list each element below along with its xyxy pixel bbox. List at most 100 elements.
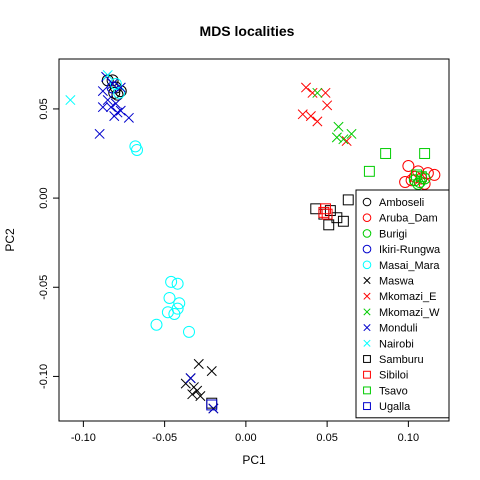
- data-point: [105, 102, 117, 113]
- data-point: [305, 111, 316, 122]
- data-point: [106, 74, 119, 87]
- series-sibiloi: [318, 203, 333, 220]
- series-tsavo: [363, 148, 431, 183]
- chart-title: MDS localities: [200, 23, 295, 39]
- data-point: [165, 275, 178, 288]
- data-point: [363, 165, 375, 177]
- legend-label: Ugalla: [379, 401, 411, 413]
- legend-item: Samburu: [363, 354, 424, 366]
- data-point: [163, 291, 176, 304]
- legend-marker: [362, 213, 372, 222]
- data-point: [102, 94, 113, 106]
- data-point: [171, 277, 184, 290]
- legend-item: Ikiri-Rungwa: [362, 244, 441, 256]
- legend-label: Mkomazi_E: [379, 291, 436, 303]
- legend-item: Burigi: [362, 228, 407, 240]
- data-point: [399, 176, 412, 189]
- legend-item: Ugalla: [363, 401, 411, 413]
- legend-label: Tsavo: [379, 385, 408, 397]
- y-axis: -0.10 -0.05 0.00 0.05: [38, 98, 60, 389]
- series-aruba_dam: [399, 159, 441, 190]
- data-point: [173, 297, 186, 310]
- data-point: [338, 134, 349, 145]
- y-tick-label: 0.00: [38, 187, 50, 208]
- data-point: [193, 358, 204, 369]
- legend-label: Maswa: [379, 276, 415, 288]
- legend-marker: [363, 370, 371, 379]
- x-tick-label: -0.05: [152, 432, 177, 444]
- data-point: [109, 77, 122, 90]
- data-point: [342, 194, 354, 206]
- legend-item: Sibiloi: [363, 370, 408, 382]
- x-axis-label: PC1: [242, 453, 266, 467]
- legend-box: [355, 189, 450, 419]
- data-point: [65, 94, 76, 106]
- series-monduli: [94, 71, 219, 414]
- series-nairobi: [65, 70, 113, 106]
- legend-marker: [363, 276, 371, 285]
- data-point: [380, 148, 392, 159]
- legend-label: Aruba_Dam: [379, 213, 438, 225]
- x-tick-label: 0.05: [316, 432, 337, 444]
- data-point: [337, 215, 349, 227]
- data-point: [107, 78, 118, 89]
- legend-item: Aruba_Dam: [362, 213, 438, 225]
- data-point: [168, 308, 181, 321]
- y-axis-label: PC2: [3, 228, 17, 252]
- series-mkomazi_w: [312, 87, 357, 145]
- data-point: [341, 136, 352, 147]
- data-point: [320, 87, 331, 98]
- data-point: [331, 132, 342, 143]
- legend-label: Masai_Mara: [379, 260, 440, 272]
- data-point: [109, 111, 120, 122]
- data-point: [94, 128, 105, 139]
- data-point: [161, 306, 174, 319]
- legend-marker: [363, 386, 371, 395]
- legend: Amboseli Aruba_Dam Burigi Ikiri-Rungwa Masai…: [355, 189, 450, 419]
- data-point: [185, 373, 196, 384]
- legend-marker: [362, 260, 372, 270]
- data-point: [412, 177, 425, 190]
- data-point: [321, 208, 333, 220]
- data-point: [206, 399, 218, 411]
- series-mkomazi_e: [297, 82, 352, 147]
- y-tick-label: -0.05: [38, 275, 50, 300]
- x-axis: -0.10 -0.05 0.00 0.05 0.10: [71, 420, 419, 444]
- legend-item: Mkomazi_E: [363, 291, 436, 303]
- data-point: [322, 100, 333, 111]
- data-point: [110, 98, 121, 109]
- legend-marker: [362, 244, 372, 254]
- data-point: [333, 121, 344, 132]
- data-point: [102, 70, 113, 81]
- data-point: [123, 112, 134, 123]
- data-points: [65, 70, 441, 414]
- legend-label: Burigi: [379, 228, 407, 240]
- data-point: [131, 143, 143, 156]
- legend-item: Tsavo: [363, 385, 408, 397]
- legend-label: Nairobi: [379, 338, 414, 350]
- legend-marker: [363, 402, 371, 411]
- y-tick-label: -0.10: [38, 364, 50, 389]
- legend-marker: [362, 229, 372, 238]
- series-masai_mara: [109, 77, 195, 338]
- data-point: [307, 87, 318, 98]
- y-tick-label: 0.05: [38, 98, 50, 119]
- data-point: [323, 219, 335, 231]
- legend-marker: [363, 355, 371, 363]
- legend-marker: [363, 308, 371, 316]
- legend-label: Monduli: [379, 323, 418, 335]
- legend-marker: [363, 324, 371, 332]
- data-point: [206, 366, 217, 377]
- data-point: [97, 86, 108, 97]
- data-point: [415, 171, 427, 183]
- legend-item: Masai_Mara: [362, 260, 440, 272]
- data-point: [195, 391, 206, 402]
- data-point: [192, 385, 203, 396]
- legend-label: Amboseli: [379, 197, 424, 209]
- x-tick-label: 0.00: [235, 432, 256, 444]
- data-point: [402, 159, 415, 172]
- data-point: [312, 87, 323, 98]
- x-tick-label: -0.10: [71, 432, 96, 444]
- data-point: [97, 102, 108, 113]
